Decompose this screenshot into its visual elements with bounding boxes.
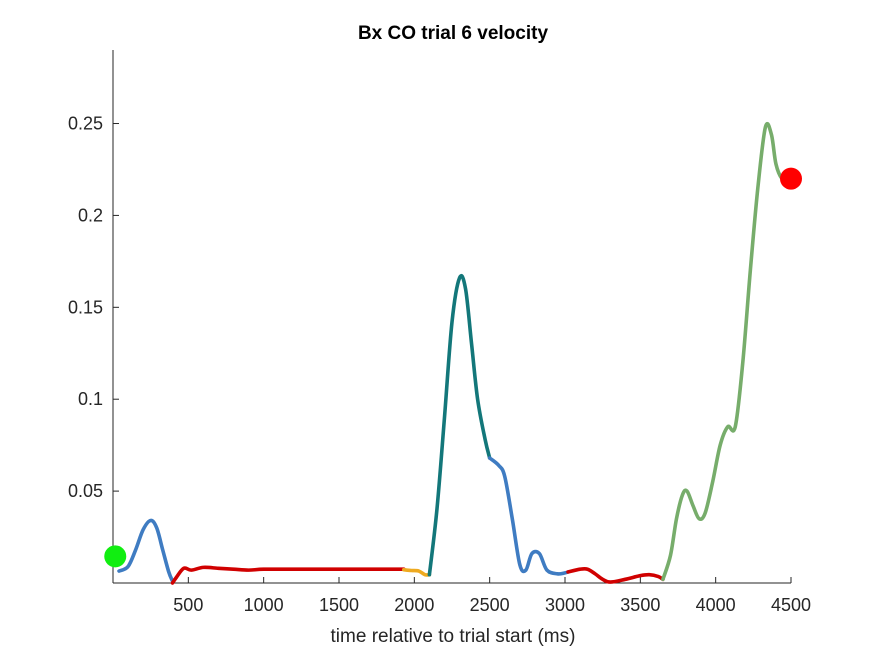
velocity-segment-5 <box>487 456 570 576</box>
velocity-segment-2 <box>170 565 406 585</box>
x-tick-label: 500 <box>173 595 203 615</box>
velocity-segment-1 <box>117 518 175 583</box>
end-marker <box>780 167 802 190</box>
velocity-segment-3 <box>401 567 432 577</box>
markers-layer <box>104 167 802 568</box>
x-tick-label: 1500 <box>319 595 359 615</box>
axes: 500 1000 1500 2000 2500 3000 3500 4000 4500 0.05 0… <box>68 50 811 615</box>
x-tick-label: 2000 <box>394 595 434 615</box>
y-tick-label: 0.1 <box>78 389 103 409</box>
x-tick-label: 1000 <box>244 595 284 615</box>
velocity-segment-7 <box>661 121 790 582</box>
x-tick-label: 4000 <box>696 595 736 615</box>
velocity-segment-4 <box>427 273 492 577</box>
x-axis-label: time relative to trial start (ms) <box>331 626 576 647</box>
y-tick-label: 0.05 <box>68 481 103 501</box>
y-tick-label: 0.15 <box>68 297 103 317</box>
series-layer <box>117 121 790 585</box>
x-tick-label: 4500 <box>771 595 811 615</box>
velocity-segment-6 <box>566 566 665 584</box>
chart-title: Bx CO trial 6 velocity <box>358 23 549 44</box>
y-tick-label: 0.25 <box>68 114 103 134</box>
y-tick-label: 0.2 <box>78 205 103 225</box>
x-tick-label: 3500 <box>620 595 660 615</box>
x-tick-label: 3000 <box>545 595 585 615</box>
x-tick-label: 2500 <box>470 595 510 615</box>
start-marker <box>104 545 127 568</box>
